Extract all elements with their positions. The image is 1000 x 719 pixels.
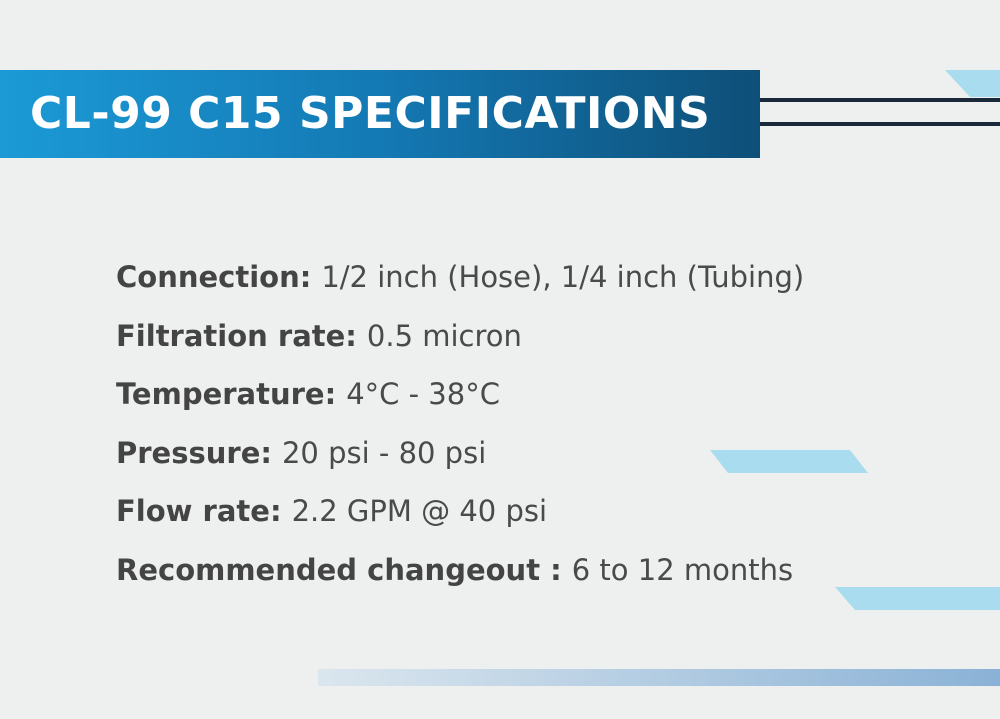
- spec-row: Pressure: 20 psi - 80 psi: [116, 424, 804, 483]
- title: CL-99 C15 SPECIFICATIONS: [30, 88, 711, 139]
- spec-value: 2.2 GPM @ 40 psi: [291, 494, 548, 528]
- spec-label: Connection:: [116, 260, 312, 294]
- spec-list: Connection: 1/2 inch (Hose), 1/4 inch (Tu…: [116, 248, 804, 599]
- spec-label: Pressure:: [116, 435, 272, 470]
- stripe: [945, 70, 1000, 97]
- spec-label: Filtration rate:: [116, 318, 357, 353]
- spec-value: 6 to 12 months: [571, 552, 794, 587]
- spec-value: 1/2 inch (Hose), 1/4 inch (Tubing): [321, 260, 805, 294]
- spec-row: Temperature: 4°C - 38°C: [116, 365, 804, 424]
- spec-row: Flow rate: 2.2 GPM @ 40 psi: [116, 482, 804, 541]
- spec-row: Filtration rate: 0.5 micron: [116, 307, 804, 366]
- stripe: [710, 450, 868, 473]
- spec-row: Connection: 1/2 inch (Hose), 1/4 inch (Tu…: [116, 248, 804, 307]
- stripe: [835, 587, 1000, 610]
- spec-value: 4°C - 38°C: [346, 377, 500, 411]
- title-banner: CL-99 C15 SPECIFICATIONS: [0, 70, 760, 158]
- spec-value: 20 psi - 80 psi: [281, 435, 487, 470]
- spec-label: Temperature:: [116, 377, 337, 411]
- spec-value: 0.5 micron: [366, 318, 522, 353]
- spec-label: Recommended changeout :: [116, 552, 562, 587]
- spec-row: Recommended changeout : 6 to 12 months: [116, 541, 804, 600]
- stripe: [318, 669, 1000, 686]
- spec-label: Flow rate:: [116, 494, 282, 528]
